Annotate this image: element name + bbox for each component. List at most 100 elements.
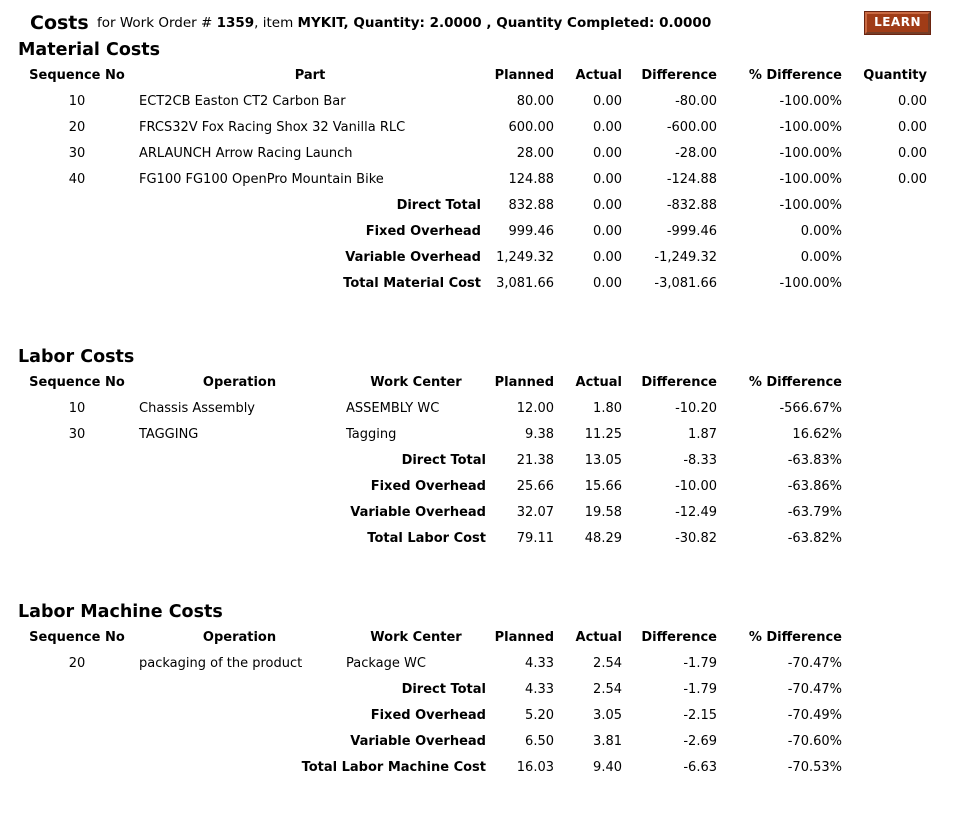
labor-costs-table: Sequence No Operation Work Center Planned Ac… [18,370,845,552]
column-header: Difference [641,630,717,645]
total-row: Direct Total 21.38 13.05 -8.33 -63.83% [18,448,845,474]
table-cell: -1.79 [683,682,717,697]
table-row: 20 packaging of the product Package WC 4.33… [18,651,845,677]
table-cell: 30 [68,427,86,442]
total-row-label: Total Labor Cost [367,531,486,546]
table-cell: -70.47% [787,656,842,671]
header-for-text: for Work Order # [92,15,217,31]
table-cell: -600.00 [666,120,717,135]
table-cell: 4.33 [525,656,554,671]
table-cell: 20 [68,656,86,671]
table-cell: 9.40 [593,760,622,775]
table-cell: 1,249.32 [496,250,554,265]
page-title: Costs [30,12,89,34]
table-cell: ASSEMBLY WC [346,401,440,416]
table-cell: -832.88 [666,198,717,213]
table-cell [845,219,930,245]
table-cell: FRCS32V Fox Racing Shox 32 Vanilla RLC [139,120,406,135]
table-row: 10 ECT2CB Easton CT2 Carbon Bar 80.00 0.00 -… [18,89,930,115]
total-row: Total Material Cost 3,081.66 0.00 -3,081.66… [18,271,930,297]
table-cell: 15.66 [584,479,622,494]
table-cell: -2.15 [683,708,717,723]
total-row: Fixed Overhead 5.20 3.05 -2.15 -70.49% [18,703,845,729]
total-row-label: Direct Total [401,682,486,697]
table-cell: Tagging [346,427,397,442]
table-cell: 40 [68,172,86,187]
column-header: % Difference [748,630,842,645]
table-cell: 0.00 [593,94,622,109]
total-row: Variable Overhead 32.07 19.58 -12.49 -63.79% [18,500,845,526]
table-cell: 0.00% [800,224,842,239]
table-cell: 48.29 [584,531,622,546]
work-order-number: 1359 [216,15,255,31]
column-header: % Difference [748,375,842,390]
table-cell: 9.38 [525,427,554,442]
column-header: Difference [641,375,717,390]
table-cell: -1.79 [683,656,717,671]
table-cell: -6.63 [683,760,717,775]
table-cell: -63.83% [787,453,842,468]
table-cell: 0.00 [593,276,622,291]
section-title-material-costs: Material Costs [18,40,161,60]
table-cell: 1.87 [688,427,717,442]
table-cell: -10.00 [675,479,717,494]
table-cell: 32.07 [516,505,554,520]
column-header: Actual [575,630,622,645]
total-row: Direct Total 832.88 0.00 -832.88 -100.00% [18,193,930,219]
table-cell: FG100 FG100 OpenPro Mountain Bike [139,172,384,187]
column-header: Actual [575,68,622,83]
labor-machine-costs-table: Sequence No Operation Work Center Planned Ac… [18,625,845,781]
column-header: Sequence No [29,630,125,645]
table-cell: 30 [68,146,86,161]
table-cell: 0.00 [898,146,927,161]
page-header: Costs for Work Order # 1359, item MYKIT,… [18,11,931,35]
table-cell: -100.00% [779,198,842,213]
table-cell: 999.46 [508,224,555,239]
learn-button[interactable]: LEARN [864,11,931,35]
table-cell [845,245,930,271]
table-row: 40 FG100 FG100 OpenPro Mountain Bike 124.8… [18,167,930,193]
table-cell: ARLAUNCH Arrow Racing Launch [139,146,353,161]
table-cell: -70.47% [787,682,842,697]
table-cell: 3.81 [593,734,622,749]
total-row-label: Fixed Overhead [365,224,481,239]
table-cell: 0.00 [898,172,927,187]
table-cell: 21.38 [516,453,554,468]
table-cell: -100.00% [779,120,842,135]
section-title-labor-machine-costs: Labor Machine Costs [18,602,223,622]
header-item-text: , item [254,15,298,31]
table-cell: 12.00 [516,401,554,416]
table-cell: 0.00 [593,250,622,265]
table-cell: 10 [68,401,86,416]
total-row-label: Variable Overhead [345,250,481,265]
column-header: Sequence No [29,375,125,390]
table-cell: 6.50 [525,734,554,749]
table-cell: -3,081.66 [654,276,717,291]
table-cell: 0.00 [593,224,622,239]
table-cell: 16.03 [516,760,554,775]
table-cell: 3,081.66 [496,276,554,291]
column-header: Planned [494,375,554,390]
table-cell: 80.00 [516,94,554,109]
table-cell: -8.33 [683,453,717,468]
table-cell: -80.00 [675,94,717,109]
table-cell: -100.00% [779,276,842,291]
table-cell: 0.00% [800,250,842,265]
table-row: 20 FRCS32V Fox Racing Shox 32 Vanilla RLC… [18,115,930,141]
material-costs-table: Sequence No Part Planned Actual Difference % … [18,63,930,297]
table-cell: 0.00 [593,146,622,161]
table-cell: -999.46 [666,224,717,239]
table-cell: 79.11 [516,531,554,546]
table-cell [845,193,930,219]
total-row-label: Total Labor Machine Cost [301,760,486,775]
table-cell: 0.00 [898,94,927,109]
header-item-details: MYKIT, Quantity: 2.0000 , Quantity Compl… [297,15,712,31]
column-header: Quantity [863,68,927,83]
table-cell: -63.82% [787,531,842,546]
table-cell: 0.00 [593,198,622,213]
table-cell: 0.00 [593,120,622,135]
table-cell: -63.79% [787,505,842,520]
table-cell: 2.54 [593,682,622,697]
total-row: Direct Total 4.33 2.54 -1.79 -70.47% [18,677,845,703]
table-cell: -124.88 [666,172,717,187]
